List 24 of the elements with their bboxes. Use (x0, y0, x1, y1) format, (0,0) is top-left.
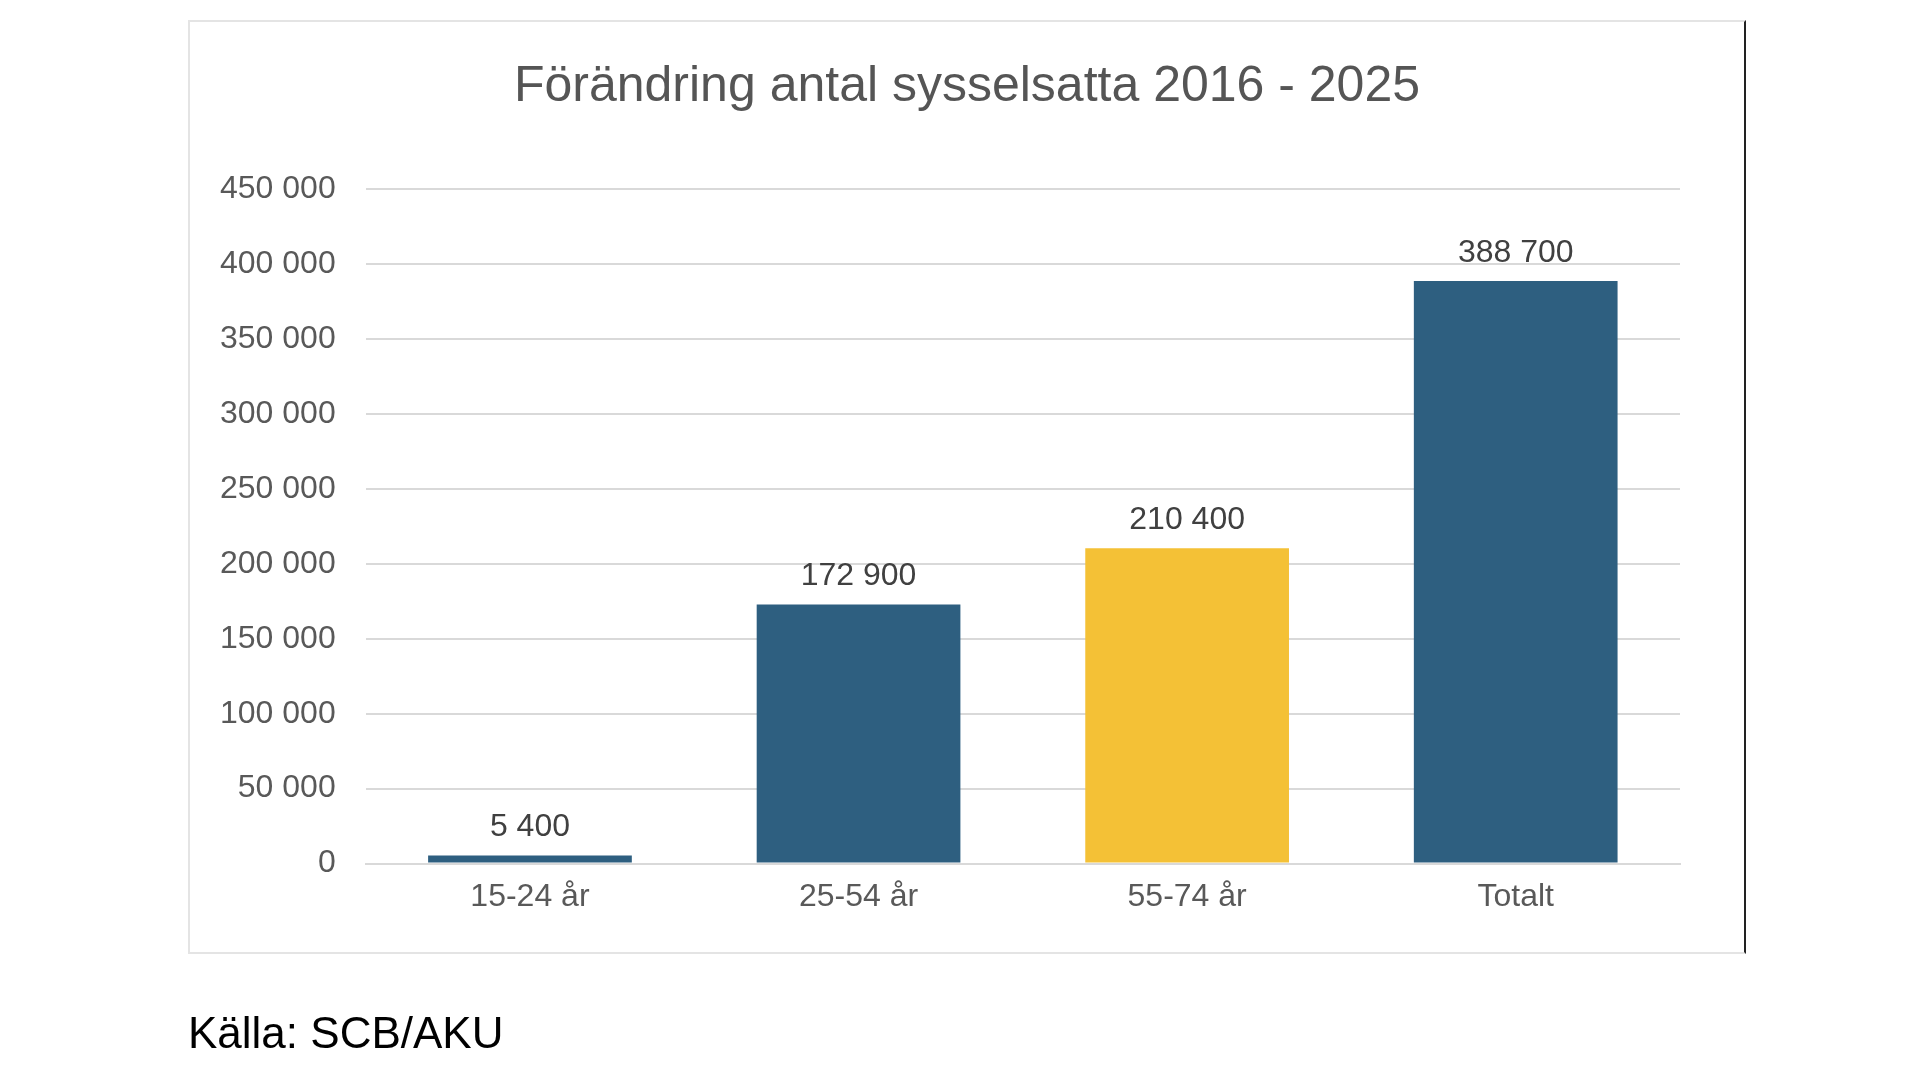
chart-title: Förändring antal sysselsatta 2016 - 2025 (512, 55, 1422, 113)
y-tick-label: 250 000 (220, 468, 336, 505)
y-tick-label: 150 000 (220, 618, 336, 655)
y-tick-label: 200 000 (220, 543, 336, 580)
bar (428, 855, 632, 863)
data-label: 5 400 (489, 807, 570, 844)
y-tick-label: 300 000 (220, 393, 336, 430)
data-label: 172 900 (800, 556, 917, 593)
y-tick-label: 450 000 (220, 169, 336, 206)
text: Källa: SCB/AKU (188, 1008, 504, 1058)
y-tick-label: 50 000 (237, 768, 336, 805)
data-label: 388 700 (1457, 232, 1574, 269)
y-tick-label: 0 (317, 843, 336, 880)
y-tick-label: 350 000 (220, 318, 336, 355)
bar (1413, 281, 1618, 863)
y-tick-label: 100 000 (220, 693, 336, 730)
x-tick-label: 55-74 år (1127, 876, 1248, 913)
x-tick-label: 15-24 år (470, 876, 590, 913)
y-tick-label: 400 000 (220, 243, 336, 280)
data-label: 210 400 (1129, 500, 1245, 537)
x-tick-label: Totalt (1477, 876, 1555, 913)
bar (756, 604, 961, 863)
x-tick-label: 25-54 år (798, 876, 919, 913)
bar (1085, 548, 1289, 863)
